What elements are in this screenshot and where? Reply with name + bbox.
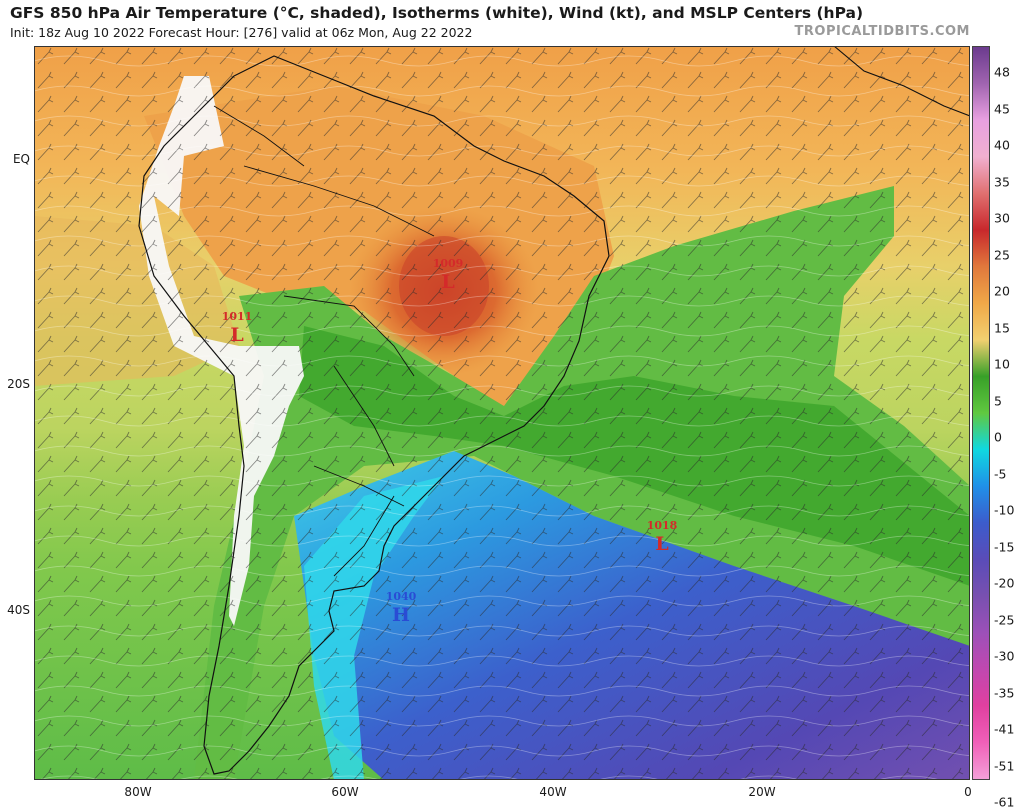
colorbar-label: 25 xyxy=(994,247,1010,262)
colorbar-label: -10 xyxy=(994,502,1015,518)
colorbar-label: 15 xyxy=(994,320,1010,335)
south-america-coastline xyxy=(138,55,610,775)
pressure-center-1040: 1040 H xyxy=(386,590,417,626)
colorbar-label: -15 xyxy=(994,539,1015,554)
pressure-value-1011: 1011 xyxy=(222,310,253,323)
pressure-center-1009: 1009 L xyxy=(433,257,464,293)
high-letter-icon: H xyxy=(392,604,410,626)
colorbar-label: 48 xyxy=(994,64,1010,80)
lon-label-0: 0 xyxy=(964,785,972,799)
pressure-center-1018: 1018 L xyxy=(647,519,678,555)
temperature-colorbar xyxy=(972,46,990,780)
lon-label-40w: 40W xyxy=(539,785,567,799)
isotherms xyxy=(34,46,970,780)
colorbar-label: -41 xyxy=(994,721,1015,737)
lat-label-40s: 40S xyxy=(7,603,30,617)
colorbar-label: -25 xyxy=(994,612,1015,627)
map-subtitle: Init: 18z Aug 10 2022 Forecast Hour: [27… xyxy=(10,25,473,40)
lon-label-20w: 20W xyxy=(748,785,776,799)
low-letter-icon: L xyxy=(655,533,668,555)
latitude-axis: EQ 20S 40S xyxy=(0,0,30,800)
colorbar-label: 10 xyxy=(994,356,1010,372)
lat-label-eq: EQ xyxy=(12,152,30,166)
africa-coastline xyxy=(833,46,970,117)
colorbar-label: -30 xyxy=(994,648,1015,664)
map-frame xyxy=(34,46,970,780)
colorbar-label: 30 xyxy=(994,210,1010,226)
pressure-value-1040: 1040 xyxy=(386,590,417,603)
map-title: GFS 850 hPa Air Temperature (°C, shaded)… xyxy=(10,4,864,22)
colorbar-label: 0 xyxy=(994,429,1002,445)
lon-label-60w: 60W xyxy=(331,785,359,799)
colorbar-label: -61 xyxy=(994,794,1015,810)
temperature-map: 1009 L 1011 L 1018 L 1040 H xyxy=(34,46,970,780)
pressure-center-1011: 1011 L xyxy=(222,310,253,346)
colorbar-label: 35 xyxy=(994,174,1010,189)
colorbar-label: -35 xyxy=(994,685,1015,700)
colorbar-label: -5 xyxy=(994,466,1007,481)
pressure-value-1018: 1018 xyxy=(647,519,678,532)
colorbar-label: 5 xyxy=(994,393,1002,408)
country-borders xyxy=(213,105,435,577)
pressure-value-1009: 1009 xyxy=(433,257,464,270)
colorbar-label: -51 xyxy=(994,758,1015,773)
colorbar-label: 20 xyxy=(994,283,1010,299)
colorbar-label: 40 xyxy=(994,137,1010,153)
low-letter-icon: L xyxy=(230,324,243,346)
colorbar-label: -20 xyxy=(994,575,1015,591)
brand-logo-text: TROPICALTIDBITS.COM xyxy=(794,24,970,39)
low-letter-icon: L xyxy=(441,271,454,293)
colorbar-label: 45 xyxy=(994,101,1010,116)
lat-label-20s: 20S xyxy=(7,377,30,391)
lon-label-80w: 80W xyxy=(124,785,152,799)
